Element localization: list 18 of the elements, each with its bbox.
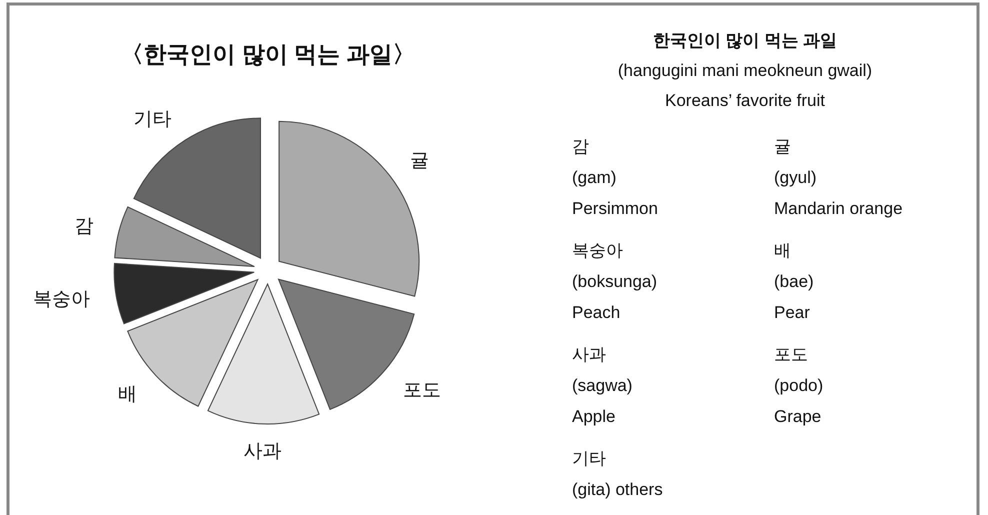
text: 기타 (gita) others (572, 449, 663, 499)
text: 복숭아 (boksunga) Peach (572, 241, 658, 322)
slice-label: 귤 (410, 150, 430, 172)
slice-label: 기타 (134, 109, 172, 130)
text: 배 (bae) Pear (774, 241, 814, 322)
text: 한국인이 많이 먹는 과일 (652, 31, 838, 50)
text: Koreans’ favorite fruit (665, 91, 826, 110)
text: 사과 (sagwa) Apple (572, 345, 632, 426)
slice-label: 배 (118, 384, 137, 406)
text: 귤 (gyul) Mandarin orange (774, 137, 903, 218)
slice-label: 감 (74, 216, 94, 238)
text: (hangugini mani meokneun gwail) (618, 61, 872, 80)
slice-label: 사과 (243, 440, 282, 462)
slice-label: 복숭아 (33, 289, 90, 310)
text: 감 (gam) Persimmon (572, 137, 658, 218)
chart-title: 〈한국인이 많이 먹는 과일〉 (120, 41, 416, 67)
slice-label: 포도 (403, 380, 442, 402)
text: 포도 (podo) Grape (774, 345, 824, 426)
